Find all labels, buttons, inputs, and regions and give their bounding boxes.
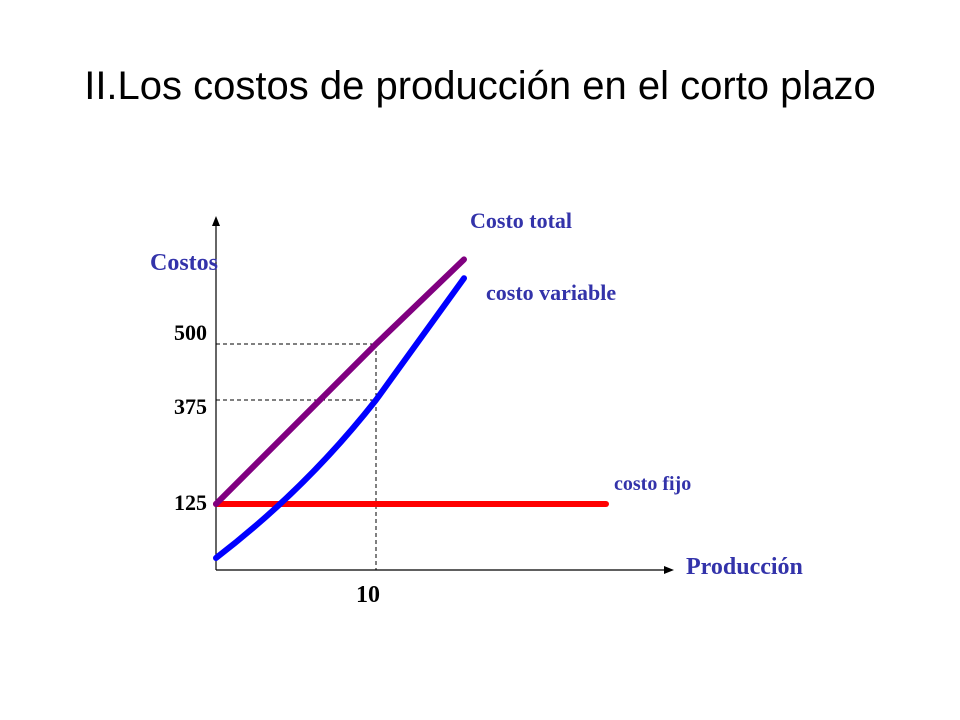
y-tick-125: 125 — [174, 490, 207, 515]
x-axis-label: Producción — [686, 554, 803, 580]
label-costo-fijo: costo fijo — [614, 473, 691, 495]
slide-title: II.Los costos de producción en el corto … — [84, 64, 876, 108]
x-axis-arrow — [664, 566, 674, 574]
y-axis-label: Costos — [150, 250, 218, 276]
y-tick-375: 375 — [174, 394, 207, 419]
series-costo-variable — [213, 275, 467, 561]
x-tick-10: 10 — [356, 582, 380, 608]
y-tick-500: 500 — [174, 320, 207, 345]
series-costo-total — [213, 256, 467, 507]
label-costo-total: Costo total — [470, 208, 572, 233]
label-costo-variable: costo variable — [486, 280, 616, 305]
y-axis-arrow — [212, 216, 220, 226]
